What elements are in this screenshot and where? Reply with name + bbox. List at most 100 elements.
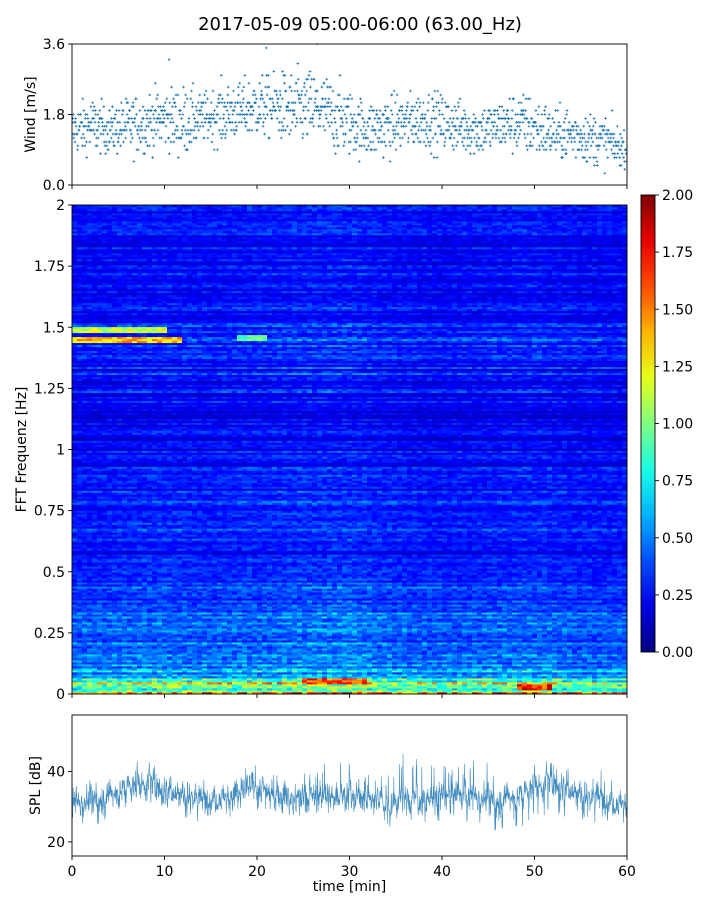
- spectrogram-cell: [187, 632, 193, 635]
- spectrogram-cell: [597, 686, 603, 689]
- spectrogram-cell: [502, 662, 508, 665]
- wind-point: [74, 124, 78, 128]
- spectrogram-cell: [437, 646, 443, 649]
- spectrogram-cell: [602, 684, 608, 687]
- spectrogram-cell: [472, 686, 478, 689]
- spectrogram-cell: [247, 674, 253, 677]
- wind-point: [197, 128, 200, 132]
- spectrogram-cell: [142, 684, 148, 687]
- wind-point: [169, 121, 172, 124]
- wind-point: [562, 148, 565, 152]
- spectrogram-cell: [187, 656, 193, 659]
- wind-point: [414, 124, 417, 128]
- spectrogram-cell: [577, 674, 583, 677]
- spectrogram-cell: [147, 674, 153, 677]
- spectrogram-cell: [97, 640, 103, 643]
- spectrogram-cell: [457, 650, 463, 653]
- wind-point: [530, 117, 534, 120]
- spectrogram-cell: [212, 640, 218, 643]
- spectrogram-cell: [362, 652, 368, 655]
- spectrogram-cell: [597, 652, 603, 655]
- spectrogram-cell: [542, 646, 548, 649]
- spectrogram-cell: [537, 690, 543, 693]
- spectrogram-cell: [162, 676, 168, 679]
- spectrogram-cell: [432, 642, 438, 645]
- spectrogram-cell: [492, 650, 498, 653]
- spectrogram-cell: [172, 676, 178, 679]
- spectrogram-cell: [507, 652, 513, 655]
- wind-point: [382, 113, 386, 116]
- spectrogram-cell: [207, 650, 213, 653]
- spectrogram-cell: [347, 674, 353, 677]
- wind-point: [261, 124, 265, 128]
- spectrogram-cell: [567, 646, 573, 649]
- spectrogram-cell: [422, 690, 428, 693]
- spectrogram-cell: [252, 666, 258, 669]
- spectrogram-cell: [207, 656, 213, 659]
- wind-point: [385, 121, 389, 124]
- spectrogram-cell: [147, 640, 153, 643]
- spectrogram-cell: [202, 656, 208, 659]
- spectrogram-cell: [492, 662, 498, 665]
- wind-point: [472, 152, 476, 155]
- wind-point: [329, 113, 332, 116]
- spectrogram-cell: [487, 656, 493, 659]
- spectrogram-cell: [282, 684, 288, 687]
- spectrogram-cell: [282, 662, 288, 665]
- spectrogram-cell: [377, 656, 383, 659]
- wind-point: [322, 81, 326, 85]
- wind-point: [269, 109, 272, 112]
- spectrogram-cell: [282, 656, 288, 659]
- spectrogram-cell: [227, 670, 233, 673]
- spectrogram-cell: [277, 690, 283, 693]
- spectrogram-cell: [547, 640, 553, 643]
- wind-point: [270, 117, 274, 120]
- spectrogram-cell: [577, 680, 583, 683]
- wind-point: [410, 105, 414, 108]
- spectrogram-cell: [197, 676, 203, 679]
- wind-point: [97, 121, 100, 124]
- spectrogram-cell: [172, 632, 178, 635]
- spectrogram-cell: [302, 646, 308, 649]
- spectrogram-cell: [262, 652, 268, 655]
- wind-point: [416, 97, 420, 101]
- spectrogram-cell: [542, 674, 548, 677]
- wind-point: [565, 109, 569, 112]
- spectrogram-cell: [107, 686, 113, 689]
- spectrogram-cell: [222, 640, 228, 643]
- spectrogram-cell: [162, 630, 168, 633]
- spectrogram-cell: [542, 650, 548, 653]
- spectrogram-cell: [207, 652, 213, 655]
- wind-point: [204, 101, 207, 105]
- wind-point: [123, 121, 127, 124]
- spectrogram-cell: [227, 640, 233, 643]
- spectrogram-cell: [402, 646, 408, 649]
- wind-point: [247, 109, 250, 112]
- spectrogram-cell: [92, 684, 98, 687]
- wind-point: [142, 117, 145, 120]
- spectrogram-cell: [557, 674, 563, 677]
- spectrogram-cell: [492, 652, 498, 655]
- spectrogram-cell: [272, 646, 278, 649]
- spectrogram-cell: [137, 630, 143, 633]
- spectrogram-cell: [502, 676, 508, 679]
- spectrogram-cell: [592, 646, 598, 649]
- wind-point: [138, 109, 142, 112]
- spectrogram-cell: [117, 660, 123, 663]
- spectrogram-cell: [337, 670, 343, 673]
- spectrogram-cell: [247, 684, 253, 687]
- spectrogram-cell: [267, 650, 273, 653]
- spectrogram-cell: [172, 674, 178, 677]
- wind-point: [612, 132, 616, 136]
- spectrogram-cell: [372, 660, 378, 663]
- wind-point: [313, 97, 317, 101]
- spectrogram-cell: [257, 666, 263, 669]
- spectrogram-cell: [622, 636, 628, 639]
- spectrogram-cell: [112, 646, 118, 649]
- spectrogram-cell: [342, 674, 348, 677]
- spectrogram-cell: [272, 642, 278, 645]
- spectrogram-cell: [497, 636, 503, 639]
- spectrogram-cell: [227, 676, 233, 679]
